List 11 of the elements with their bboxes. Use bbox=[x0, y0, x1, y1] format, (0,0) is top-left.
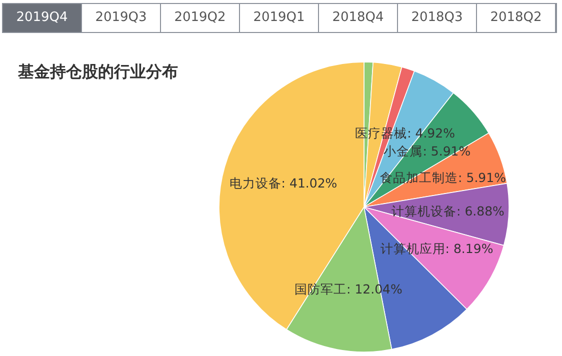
text: 2018Q3 bbox=[398, 4, 477, 32]
slice-label: 计算机设备: 6.88% bbox=[392, 203, 505, 218]
chart-title: 基金持仓股的行业分布 bbox=[18, 62, 178, 83]
text: 2019Q4 bbox=[3, 4, 82, 32]
text: 2019Q1 bbox=[240, 4, 319, 32]
text: 2018Q4 bbox=[319, 4, 398, 32]
text: 2019Q2 bbox=[161, 4, 240, 32]
slice-label: 电力设备: 41.02% bbox=[229, 176, 338, 191]
slice-label: 计算机应用: 8.19% bbox=[380, 241, 494, 256]
text: 2019Q3 bbox=[82, 4, 161, 32]
text: 2018Q2 bbox=[477, 4, 556, 32]
